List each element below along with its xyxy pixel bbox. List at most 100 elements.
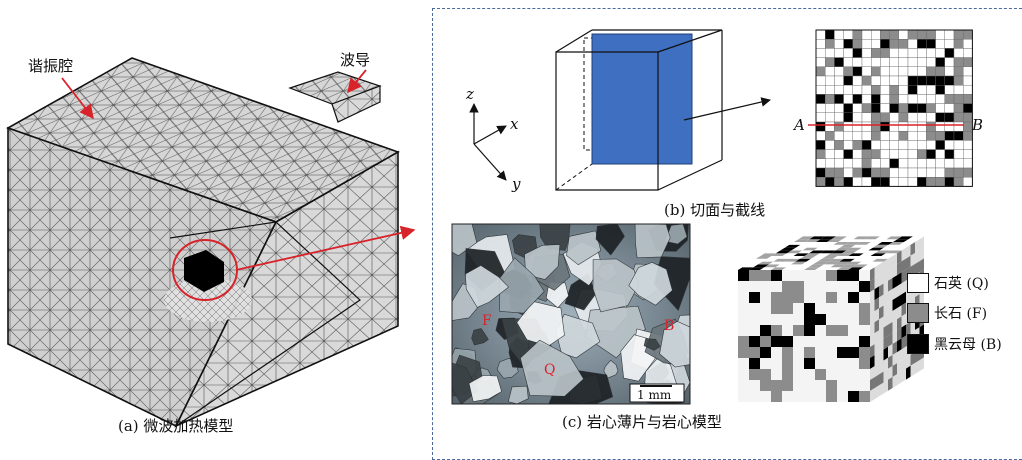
cavity-model bbox=[6, 57, 416, 428]
grid-border bbox=[815, 29, 973, 187]
voxel bbox=[738, 281, 749, 292]
voxel bbox=[883, 269, 888, 284]
voxel bbox=[760, 347, 771, 358]
voxel bbox=[879, 294, 884, 309]
voxel bbox=[848, 347, 859, 358]
voxel bbox=[910, 253, 915, 267]
voxel bbox=[919, 258, 924, 273]
voxel bbox=[882, 239, 898, 242]
voxel bbox=[870, 366, 875, 380]
voxel bbox=[789, 256, 805, 259]
voxel bbox=[886, 236, 902, 240]
voxel bbox=[915, 360, 920, 374]
voxel bbox=[879, 371, 884, 386]
voxel bbox=[879, 305, 884, 320]
voxel bbox=[771, 391, 782, 402]
voxel bbox=[771, 347, 782, 358]
voxel bbox=[919, 357, 924, 372]
voxel bbox=[848, 391, 859, 402]
voxel bbox=[874, 363, 879, 378]
voxel bbox=[738, 303, 749, 314]
voxel bbox=[890, 247, 906, 251]
mineral-grain bbox=[524, 244, 561, 280]
voxel bbox=[879, 316, 884, 331]
voxel bbox=[769, 261, 785, 265]
voxel bbox=[782, 391, 793, 402]
voxel bbox=[848, 292, 859, 303]
voxel bbox=[776, 250, 792, 254]
voxel bbox=[901, 368, 906, 383]
voxel bbox=[901, 302, 906, 317]
waveguide-label-arrow bbox=[347, 69, 367, 94]
voxel bbox=[760, 303, 771, 314]
voxel bbox=[749, 292, 760, 303]
voxel bbox=[853, 250, 869, 254]
voxel bbox=[842, 250, 858, 254]
voxel bbox=[901, 357, 906, 372]
voxel bbox=[815, 292, 826, 303]
voxel bbox=[879, 382, 884, 397]
voxel bbox=[738, 314, 749, 325]
voxel bbox=[826, 336, 837, 347]
voxel bbox=[883, 368, 888, 383]
voxel bbox=[760, 391, 771, 402]
voxel bbox=[782, 358, 793, 369]
voxel bbox=[859, 336, 870, 347]
voxel bbox=[883, 258, 888, 273]
voxel bbox=[815, 358, 826, 369]
voxel bbox=[760, 292, 771, 303]
voxel bbox=[846, 247, 862, 251]
voxel bbox=[791, 261, 807, 265]
voxel bbox=[804, 253, 820, 256]
voxel bbox=[760, 336, 771, 347]
voxel bbox=[841, 264, 857, 268]
voxel bbox=[762, 258, 778, 262]
voxel bbox=[819, 264, 835, 268]
voxel bbox=[815, 253, 831, 256]
voxel bbox=[859, 369, 870, 380]
voxel bbox=[760, 267, 776, 270]
voxel bbox=[848, 358, 859, 369]
voxel bbox=[908, 236, 924, 240]
voxel bbox=[822, 242, 838, 245]
voxel bbox=[888, 366, 893, 380]
voxel bbox=[785, 244, 801, 248]
axis-y-label: y bbox=[512, 175, 521, 193]
voxel bbox=[815, 267, 831, 270]
mineral-grain bbox=[468, 375, 502, 403]
voxel bbox=[804, 391, 815, 402]
voxel bbox=[863, 264, 879, 268]
voxel bbox=[859, 391, 870, 402]
voxel bbox=[874, 286, 879, 301]
voxel bbox=[859, 358, 870, 369]
voxel bbox=[888, 267, 893, 281]
voxel bbox=[828, 258, 844, 262]
voxel bbox=[815, 325, 826, 336]
voxel bbox=[771, 358, 782, 369]
voxel bbox=[771, 336, 782, 347]
voxel bbox=[800, 242, 816, 245]
voxel bbox=[835, 247, 851, 251]
voxel bbox=[815, 347, 826, 358]
mineral-grain bbox=[507, 385, 529, 405]
section-plane bbox=[591, 33, 693, 165]
voxel bbox=[897, 261, 902, 276]
voxel bbox=[846, 261, 862, 265]
figure-canvas: 谐振腔 波导 (a) 微波加热模型 z x y A B (b) 切面与截线 F … bbox=[6, 8, 1022, 460]
voxel bbox=[874, 385, 879, 400]
voxel bbox=[837, 303, 848, 314]
voxel bbox=[870, 278, 875, 292]
voxel bbox=[868, 261, 884, 265]
voxel bbox=[767, 256, 783, 259]
voxel bbox=[749, 325, 760, 336]
voxel bbox=[901, 335, 906, 350]
voxel bbox=[826, 325, 837, 336]
panels-bc-frame bbox=[432, 8, 1022, 460]
voxel bbox=[738, 380, 749, 391]
voxel bbox=[782, 325, 793, 336]
voxel bbox=[811, 256, 827, 259]
voxel bbox=[804, 369, 815, 380]
voxel bbox=[760, 369, 771, 380]
section-grid bbox=[815, 29, 973, 187]
voxel bbox=[883, 379, 888, 394]
